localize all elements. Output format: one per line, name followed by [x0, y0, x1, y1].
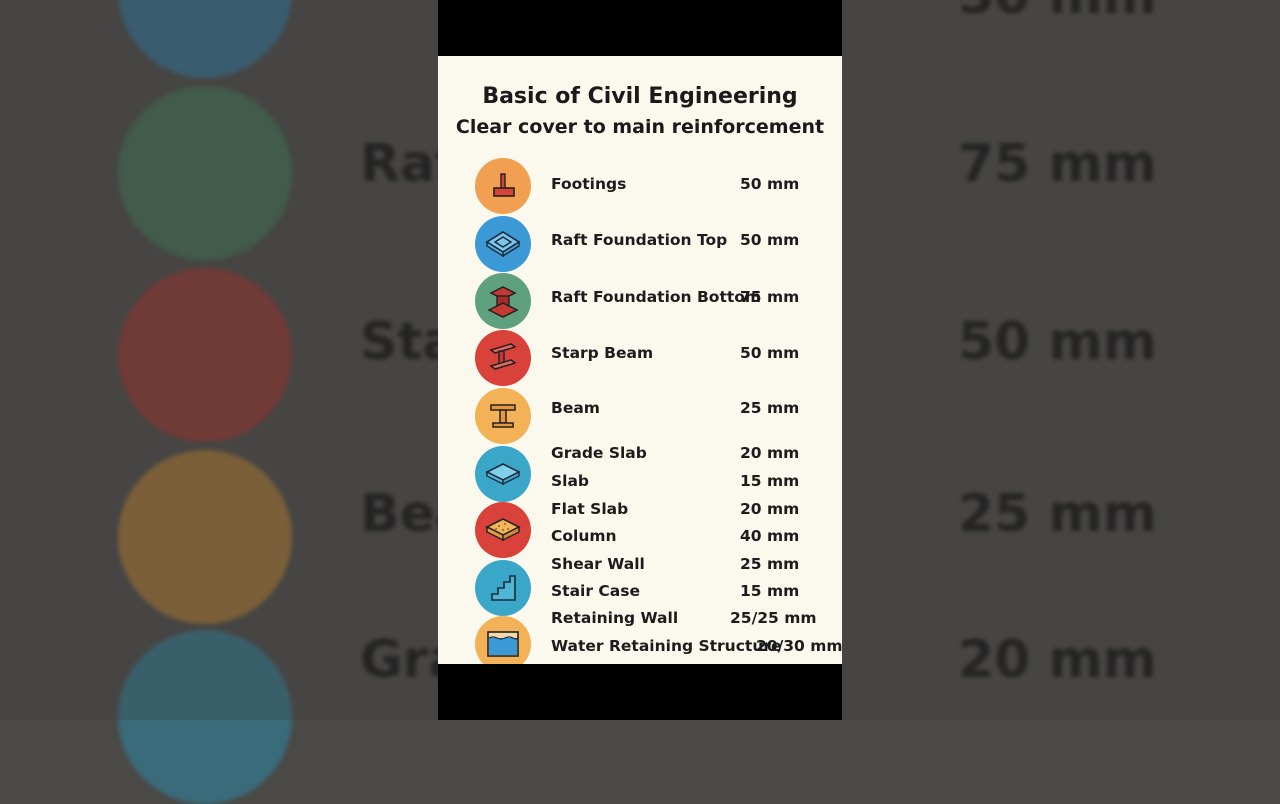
page-subtitle: Clear cover to main reinforcement	[455, 116, 825, 138]
row-label-beam: Beam	[551, 399, 600, 417]
bg-value-grade: 20 mm	[958, 630, 1157, 690]
row-label-raft-top: Raft Foundation Top	[551, 231, 728, 249]
row-value-grade-slab: 20 mm	[740, 444, 800, 462]
row-value-column: 40 mm	[740, 527, 800, 545]
slab-icon	[475, 446, 531, 502]
row-value-shear-wall: 25 mm	[740, 555, 800, 573]
video-frame: Basic of Civil Engineering Clear cover t…	[438, 0, 842, 720]
footing-icon	[475, 158, 531, 214]
stair-case-icon	[475, 560, 531, 616]
row-value-raft-top: 50 mm	[740, 231, 800, 249]
row-label-footings: Footings	[551, 175, 627, 193]
bg-beam-icon	[118, 450, 292, 624]
row-label-stair-case: Stair Case	[551, 582, 640, 600]
info-card: Basic of Civil Engineering Clear cover t…	[438, 56, 842, 664]
bg-strap-beam-icon	[118, 268, 292, 442]
bg-raft-bottom-icon	[118, 86, 292, 260]
row-value-water-retaining: 20/30 mm	[756, 637, 842, 655]
strap-beam-icon	[475, 330, 531, 386]
beam-icon	[475, 388, 531, 444]
raft-bottom-icon	[475, 273, 531, 329]
page-title: Basic of Civil Engineering	[482, 84, 798, 109]
row-value-raft-bottom: 75 mm	[740, 288, 800, 306]
row-value-strap-beam: 50 mm	[740, 344, 800, 362]
row-value-flat-slab: 20 mm	[740, 500, 800, 518]
row-label-slab: Slab	[551, 472, 590, 490]
bg-value-beam: 25 mm	[958, 484, 1157, 544]
bg-value-strap: 50 mm	[958, 312, 1157, 372]
row-label-retaining-wall: Retaining Wall	[551, 609, 679, 627]
row-label-grade-slab: Grade Slab	[551, 444, 647, 462]
raft-top-icon	[475, 216, 531, 272]
row-value-beam: 25 mm	[740, 399, 800, 417]
column-icon	[475, 502, 531, 558]
row-value-slab: 15 mm	[740, 472, 800, 490]
water-tank-icon	[475, 616, 531, 664]
row-label-shear-wall: Shear Wall	[551, 555, 645, 573]
row-label-column: Column	[551, 527, 617, 545]
row-label-water-retaining: Water Retaining Structure	[551, 637, 782, 655]
row-value-stair-case: 15 mm	[740, 582, 800, 600]
row-label-strap-beam: Starp Beam	[551, 344, 654, 362]
bg-top-value: 50 mm	[958, 0, 1157, 22]
row-label-raft-bottom: Raft Foundation Bottom	[551, 288, 762, 306]
bg-value-raft: 75 mm	[958, 134, 1157, 194]
row-value-retaining-wall: 25/25 mm	[730, 609, 817, 627]
row-value-footings: 50 mm	[740, 175, 800, 193]
row-label-flat-slab: Flat Slab	[551, 500, 629, 518]
